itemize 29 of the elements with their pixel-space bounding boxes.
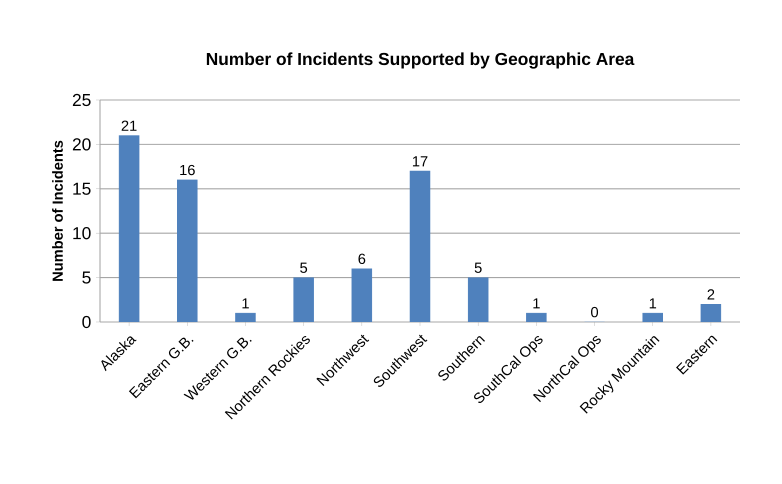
bar <box>118 135 140 322</box>
data-label: 0 <box>591 306 598 318</box>
data-label: 5 <box>474 262 482 273</box>
y-tick-label: 0 <box>82 316 91 328</box>
data-label: 16 <box>180 164 195 176</box>
data-label: 1 <box>533 298 540 308</box>
data-label: 6 <box>358 254 366 264</box>
y-tick-label: 15 <box>73 182 91 195</box>
bar <box>468 277 488 322</box>
bar <box>410 170 430 322</box>
bar <box>526 312 547 322</box>
bar <box>235 312 256 322</box>
bar <box>293 277 314 322</box>
bar <box>177 180 198 322</box>
data-label: 1 <box>650 298 656 308</box>
y-tick-label: 10 <box>73 227 91 240</box>
chart-title: Number of Incidents Supported by Geographic Area <box>206 52 634 69</box>
bar <box>700 304 722 322</box>
data-label: 5 <box>300 262 308 273</box>
bar <box>642 312 663 322</box>
y-tick-label: 25 <box>72 94 91 106</box>
data-label: 1 <box>242 298 249 308</box>
y-tick-label: 5 <box>82 272 91 284</box>
y-axis-title: Number of Incidents <box>52 140 63 281</box>
bar <box>352 268 372 322</box>
y-tick-label: 20 <box>72 138 91 151</box>
data-label: 2 <box>708 289 714 300</box>
data-label: 17 <box>412 156 428 166</box>
data-label: 21 <box>122 120 137 131</box>
